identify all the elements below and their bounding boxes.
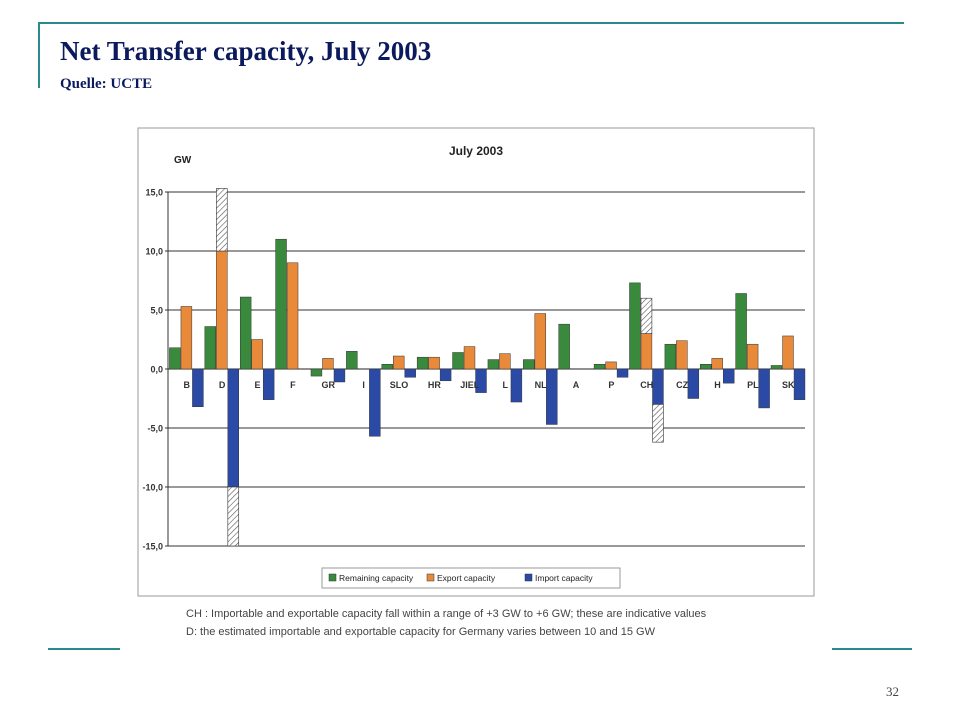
x-tick-label-b: B xyxy=(183,380,190,390)
legend-label-export-capacity: Export capacity xyxy=(437,573,496,583)
bar-import-capacity-e xyxy=(262,368,275,400)
x-tick-label-jiel: JIEL xyxy=(460,380,480,390)
slide-title: Net Transfer capacity, July 2003 xyxy=(60,36,432,66)
bar-remaining-capacity-l xyxy=(487,359,500,370)
x-tick-label-d: D xyxy=(219,380,226,390)
y-axis-label: GW xyxy=(174,155,192,166)
bar-import-capacity-l xyxy=(510,368,523,403)
bar-import-capacity-d xyxy=(227,368,239,488)
bar-export-capacity-h xyxy=(711,358,723,370)
range-import-capacity-ch xyxy=(652,404,664,443)
bar-export-capacity-f xyxy=(286,262,299,370)
bar-export-capacity-cz xyxy=(676,340,688,370)
y-tick-label: 10,0 xyxy=(145,247,163,257)
legend-label-remaining-capacity: Remaining capacity xyxy=(339,573,414,583)
x-tick-label-p: P xyxy=(608,380,614,390)
bar-export-capacity-hr xyxy=(428,356,440,370)
bar-import-capacity-b xyxy=(192,368,204,408)
bar-export-capacity-d xyxy=(216,250,228,370)
bar-import-capacity-h xyxy=(723,368,735,384)
y-tick-label: 0,0 xyxy=(150,365,163,375)
frame-bottom-left-rule xyxy=(48,648,120,650)
bar-export-capacity-slo xyxy=(393,355,405,370)
bar-export-capacity-jiel xyxy=(463,346,476,370)
bar-remaining-capacity-e xyxy=(239,296,252,370)
range-export-capacity-ch xyxy=(640,297,653,334)
legend-swatch-remaining-capacity xyxy=(328,573,337,582)
bar-import-capacity-hr xyxy=(439,368,452,382)
y-tick-label: 5,0 xyxy=(150,306,163,316)
y-tick-label: -15,0 xyxy=(142,542,163,552)
bar-remaining-capacity-slo xyxy=(381,364,393,370)
bar-remaining-capacity-b xyxy=(169,347,181,370)
legend-swatch-export-capacity xyxy=(426,573,435,582)
bar-export-capacity-sk xyxy=(782,335,794,370)
bar-remaining-capacity-gr xyxy=(310,368,323,377)
bar-import-capacity-pl xyxy=(758,368,770,409)
bar-remaining-capacity-nl xyxy=(523,359,535,370)
bar-import-capacity-p xyxy=(616,368,629,378)
y-tick-label: 15,0 xyxy=(145,188,163,198)
bar-remaining-capacity-p xyxy=(593,364,606,370)
bar-remaining-capacity-hr xyxy=(416,356,429,370)
frame-left-rule xyxy=(38,22,40,88)
frame-top-rule xyxy=(38,22,904,24)
bar-remaining-capacity-i xyxy=(346,351,358,370)
x-tick-label-gr: GR xyxy=(322,380,336,390)
bar-export-capacity-ch xyxy=(640,333,653,370)
x-tick-label-i: I xyxy=(362,380,365,390)
bar-export-capacity-l xyxy=(499,353,511,370)
bar-export-capacity-p xyxy=(605,361,617,370)
bar-export-capacity-e xyxy=(251,339,263,370)
bar-import-capacity-i xyxy=(369,368,381,437)
bar-remaining-capacity-h xyxy=(700,364,712,370)
bar-remaining-capacity-ch xyxy=(629,282,641,370)
bar-export-capacity-nl xyxy=(534,313,546,370)
y-tick-label: -5,0 xyxy=(147,424,163,434)
footnote-ch: CH : Importable and exportable capacity … xyxy=(186,608,707,620)
x-tick-label-a: A xyxy=(573,380,580,390)
x-tick-label-l: L xyxy=(502,380,508,390)
x-tick-label-pl: PL xyxy=(747,380,759,390)
bar-remaining-capacity-a xyxy=(558,323,570,370)
range-export-capacity-d xyxy=(216,188,228,252)
legend-swatch-import-capacity xyxy=(524,573,533,582)
bar-import-capacity-nl xyxy=(546,368,558,425)
bar-export-capacity-gr xyxy=(322,358,334,370)
x-tick-label-e: E xyxy=(254,380,260,390)
x-tick-label-sk: SK xyxy=(782,380,795,390)
legend-label-import-capacity: Import capacity xyxy=(535,573,593,583)
y-tick-label: -10,0 xyxy=(142,483,163,493)
bar-remaining-capacity-pl xyxy=(735,293,747,370)
footnote-d: D: the estimated importable and exportab… xyxy=(186,626,655,638)
bar-import-capacity-gr xyxy=(333,368,346,383)
legend-box xyxy=(321,567,621,589)
chart-title: July 2003 xyxy=(449,144,503,158)
x-tick-label-slo: SLO xyxy=(390,380,409,390)
x-tick-label-cz: CZ xyxy=(676,380,688,390)
frame-bottom-right-rule xyxy=(832,648,912,650)
bar-remaining-capacity-cz xyxy=(664,343,677,370)
bar-import-capacity-cz xyxy=(687,368,700,399)
bar-import-capacity-ch xyxy=(652,368,664,405)
bar-export-capacity-b xyxy=(180,306,193,370)
bar-import-capacity-sk xyxy=(793,368,806,400)
bar-export-capacity-pl xyxy=(746,343,759,370)
x-tick-label-f: F xyxy=(290,380,296,390)
x-tick-label-h: H xyxy=(714,380,721,390)
bar-import-capacity-slo xyxy=(404,368,416,378)
x-tick-label-ch: CH xyxy=(640,380,653,390)
bar-remaining-capacity-sk xyxy=(770,365,783,370)
bar-remaining-capacity-jiel xyxy=(452,352,464,370)
bar-remaining-capacity-f xyxy=(275,238,287,370)
range-import-capacity-d xyxy=(227,486,240,547)
page-number: 32 xyxy=(886,684,899,699)
slide-subtitle: Quelle: UCTE xyxy=(60,76,153,92)
x-tick-label-nl: NL xyxy=(535,380,547,390)
x-tick-label-hr: HR xyxy=(428,380,441,390)
bar-import-capacity-jiel xyxy=(475,368,487,393)
bar-remaining-capacity-d xyxy=(204,326,216,370)
